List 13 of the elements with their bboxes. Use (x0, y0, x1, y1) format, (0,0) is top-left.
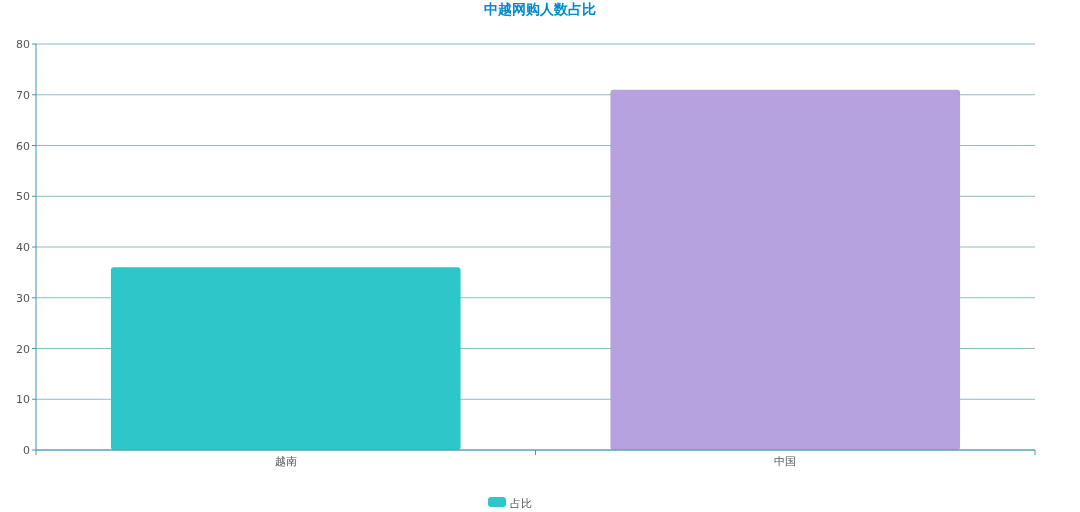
y-tick-label: 40 (16, 241, 30, 254)
y-tick-label: 50 (16, 190, 30, 204)
y-tick-label: 20 (16, 342, 30, 356)
chart-title: 中越网购人数占比 (484, 1, 596, 17)
legend-label: 占比 (510, 497, 532, 510)
x-tick-label: 中国 (774, 455, 797, 468)
x-tick-label: 越南 (274, 455, 297, 468)
y-tick-label: 60 (16, 139, 30, 153)
y-tick-label: 10 (16, 393, 30, 407)
y-tick-label: 0 (23, 444, 30, 457)
y-tick-label: 70 (16, 88, 30, 102)
y-tick-label: 30 (16, 291, 30, 305)
y-tick-label: 80 (16, 38, 30, 51)
